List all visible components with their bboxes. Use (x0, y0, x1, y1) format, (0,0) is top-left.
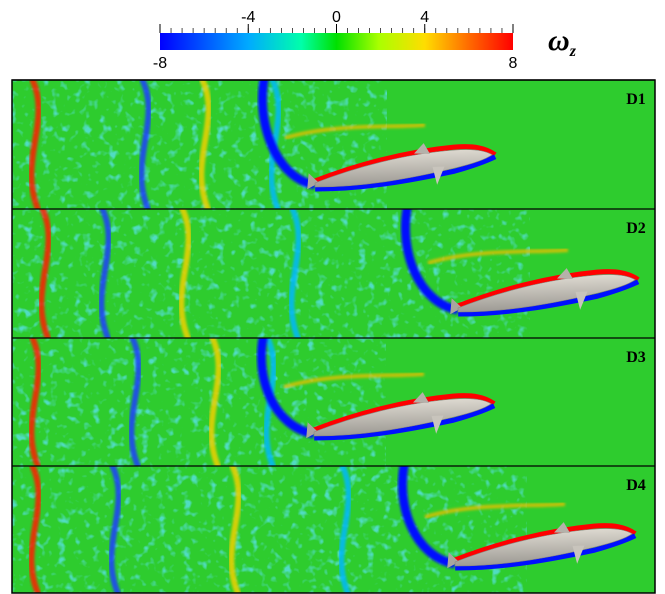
flow-panel (12, 204, 655, 343)
panel-label: D3 (626, 349, 646, 366)
tick-label: -4 (241, 9, 255, 26)
flow-panel (12, 75, 655, 214)
panel-label: D2 (626, 220, 646, 237)
colorbar-symbol: ωz (548, 24, 577, 60)
texture (12, 466, 527, 593)
figure: ωz D1 D2 D3 D4 -8 -4 0 4 8 (0, 0, 665, 594)
tick-label: -8 (153, 55, 167, 72)
flow-panel (12, 461, 655, 594)
panel-label: D1 (626, 91, 646, 108)
tick-label: 4 (420, 9, 429, 26)
colorbar (160, 33, 513, 50)
texture (12, 338, 386, 466)
panels: D1 D2 D3 D4 (12, 75, 655, 594)
texture (12, 209, 530, 338)
panel-label: D4 (626, 477, 646, 494)
tick-label: 8 (509, 55, 518, 72)
flow-panel (12, 333, 655, 471)
tick-label: 0 (332, 9, 341, 26)
